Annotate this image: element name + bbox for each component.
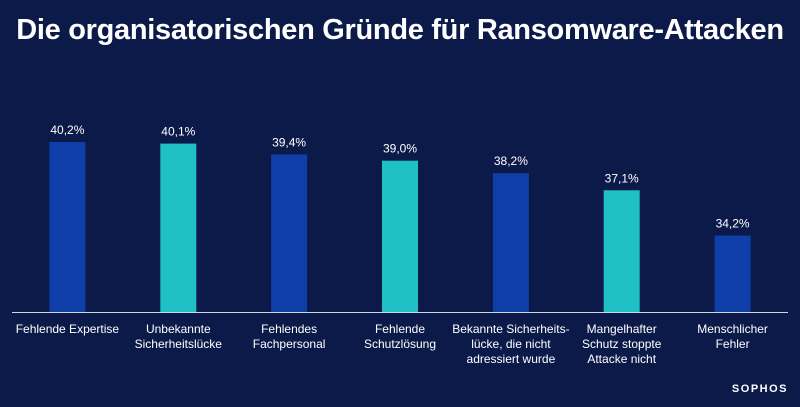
bar-3 [271, 154, 308, 312]
bar-5 [492, 173, 529, 312]
bar-2 [160, 143, 197, 312]
category-label-3: Fehlendes Fachpersonal [253, 322, 326, 351]
category-label-4: Fehlende Schutzlösung [364, 322, 436, 351]
sophos-logo: SOPHOS [731, 383, 788, 395]
data-label-7: 34,2% [716, 217, 750, 231]
data-label-5: 38,2% [494, 154, 528, 168]
data-label-3: 39,4% [272, 136, 306, 150]
category-label-7: Menschlicher Fehler [697, 322, 768, 351]
data-label-4: 39,0% [383, 142, 417, 156]
data-label-6: 37,1% [605, 171, 639, 185]
data-label-2: 40,1% [161, 125, 195, 139]
category-label-5: Bekannte Sicherheits-lücke, die nicht adr… [452, 322, 569, 366]
bar-4 [382, 160, 418, 312]
bar-7 [714, 235, 751, 312]
bar-1 [49, 142, 86, 312]
category-label-1: Fehlende Expertise [16, 322, 120, 336]
bar-6 [603, 190, 640, 312]
chart-title: Die organisatorischen Gründe für Ransomw… [16, 14, 784, 46]
category-label-2: Unbekannte Sicherheitslücke [135, 322, 223, 351]
data-label-1: 40,2% [50, 123, 84, 137]
category-label-6: Mangelhafter Schutz stoppte Attacke nicht [582, 322, 662, 366]
